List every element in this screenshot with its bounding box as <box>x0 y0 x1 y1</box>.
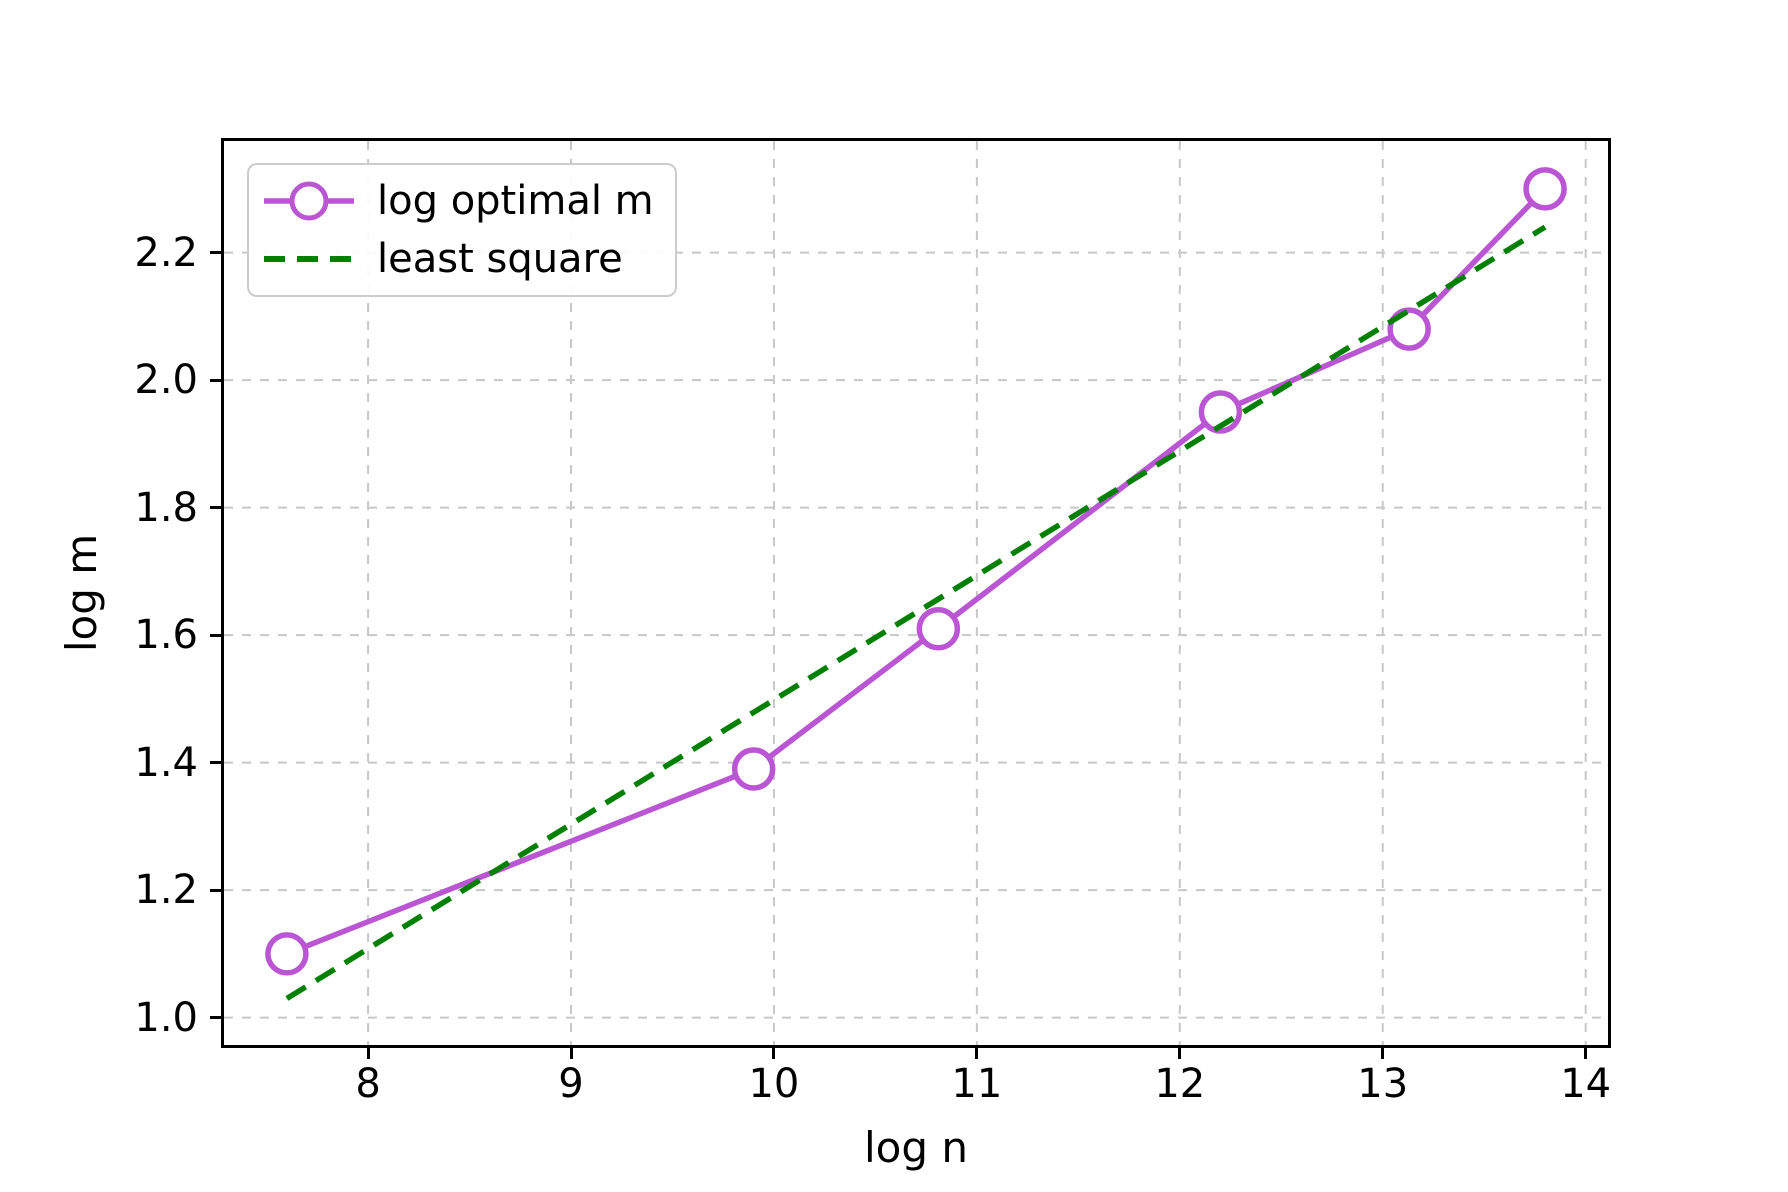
y-tick-label: 1.2 <box>134 867 198 914</box>
y-tick-label: 1.6 <box>134 612 198 659</box>
x-tick-mark <box>1178 1046 1182 1059</box>
y-tick-mark <box>210 761 223 765</box>
y-tick-mark <box>210 378 223 382</box>
y-tick-mark <box>210 506 223 510</box>
x-tick-label: 12 <box>1154 1061 1206 1107</box>
legend-item-label: least square <box>377 236 623 282</box>
x-tick-label: 9 <box>558 1061 584 1107</box>
y-tick-mark <box>210 251 223 255</box>
legend: log optimal m least square <box>247 163 677 297</box>
x-tick-mark <box>1584 1046 1588 1059</box>
data-point-marker <box>916 606 961 651</box>
data-point-marker <box>731 747 776 791</box>
y-tick-label: 1.4 <box>134 739 198 786</box>
x-tick-mark <box>975 1046 979 1059</box>
x-tick-mark <box>1381 1046 1385 1059</box>
x-tick-label: 10 <box>748 1061 800 1107</box>
y-tick-mark <box>210 633 223 637</box>
series-line-log-optimal-m <box>285 186 1548 957</box>
y-tick-label: 2.0 <box>134 357 198 404</box>
y-tick-label: 1.0 <box>134 994 198 1041</box>
y-tick-mark <box>210 1016 223 1020</box>
x-tick-mark <box>772 1046 776 1059</box>
legend-sample-dashed-line-icon <box>264 256 354 262</box>
y-tick-label: 1.8 <box>134 484 198 531</box>
legend-item-least-square: least square <box>261 230 663 288</box>
x-tick-mark <box>569 1046 573 1059</box>
series-line-least-square <box>285 224 1547 1001</box>
x-tick-label: 8 <box>355 1061 381 1107</box>
x-axis-label: log n <box>864 1123 968 1172</box>
x-tick-mark <box>366 1046 370 1059</box>
legend-item-label: log optimal m <box>377 178 654 224</box>
legend-sample-line-with-marker-icon <box>264 181 354 221</box>
legend-item-log-optimal-m: log optimal m <box>261 172 663 230</box>
x-tick-label: 11 <box>951 1061 1003 1107</box>
data-point-marker <box>1387 307 1431 351</box>
data-point-marker <box>265 932 309 976</box>
data-point-marker <box>1523 167 1567 211</box>
x-tick-label: 14 <box>1560 1061 1612 1107</box>
x-tick-label: 13 <box>1357 1061 1409 1107</box>
y-tick-label: 2.2 <box>134 229 198 276</box>
y-tick-mark <box>210 888 223 892</box>
